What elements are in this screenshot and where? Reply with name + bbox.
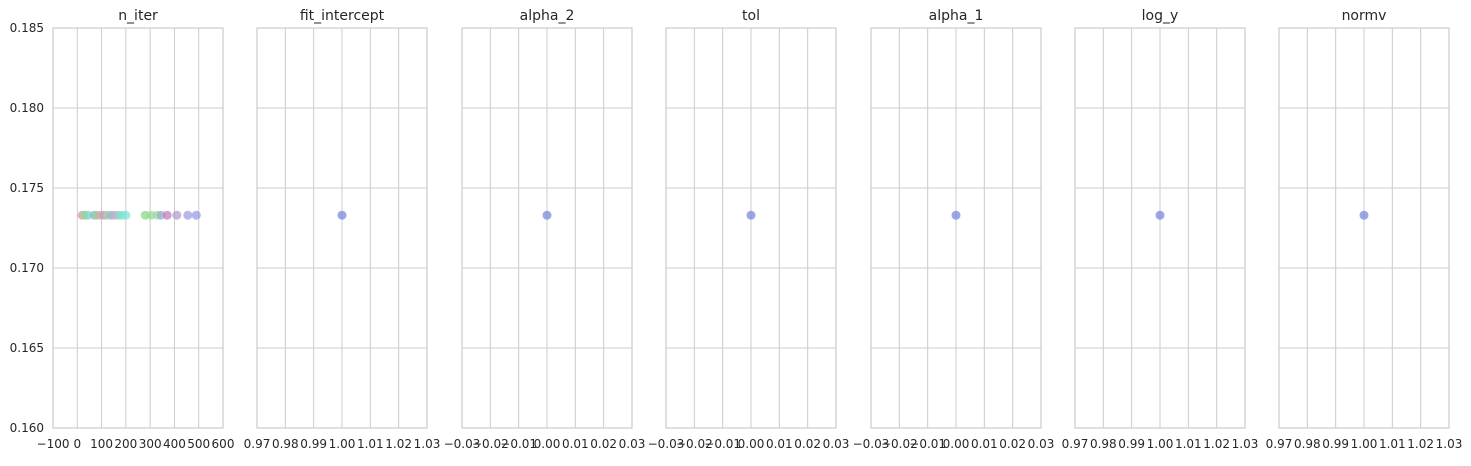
x-tick-label: −0.02 bbox=[472, 437, 509, 451]
x-tick-label: 1.03 bbox=[414, 437, 441, 451]
subplot-alpha-1: alpha_1 −0.03−0.02−0.010.00 0.01 0.02 0.03 bbox=[853, 8, 1055, 451]
x-tick-label: −0.02 bbox=[881, 437, 918, 451]
subplot-title: n_iter bbox=[118, 8, 158, 24]
x-tick-label: 0.02 bbox=[590, 437, 617, 451]
x-tick-label: 0.99 bbox=[300, 437, 327, 451]
x-tick-label: 0.01 bbox=[766, 437, 793, 451]
x-tick-label: 0.03 bbox=[1028, 437, 1055, 451]
x-tick-label: 600 bbox=[212, 437, 235, 451]
x-tick-label: −0.03 bbox=[444, 437, 481, 451]
data-point bbox=[542, 210, 552, 220]
x-tick-label: 0.02 bbox=[999, 437, 1026, 451]
subplot-fit-intercept: fit_intercept 0.97 0.98 0.99 1.00 1.01 1.02 1.0… bbox=[244, 8, 441, 451]
x-tick-label: 0.97 bbox=[1266, 437, 1293, 451]
axes-frame bbox=[52, 27, 224, 429]
subplot-title: tol bbox=[742, 8, 760, 24]
x-tick-label: 1.01 bbox=[1379, 437, 1406, 451]
x-tick-label: 0.01 bbox=[562, 437, 589, 451]
x-tick-label: −0.02 bbox=[676, 437, 713, 451]
data-point bbox=[162, 210, 172, 220]
x-tick-label: 0.02 bbox=[794, 437, 821, 451]
subplot-alpha-2: alpha_2 −0.03−0.02−0.010.00 0.01 0.02 0.03 bbox=[444, 8, 646, 451]
x-tick-label: 0.97 bbox=[1062, 437, 1089, 451]
x-tick-label: −100 bbox=[37, 437, 70, 451]
subplot-title: normv bbox=[1342, 8, 1387, 24]
x-tick-label: 1.00 bbox=[1351, 437, 1378, 451]
axes-frame bbox=[256, 27, 428, 429]
x-tick-label: 0.00 bbox=[943, 437, 970, 451]
x-tick-label: 0.03 bbox=[823, 437, 850, 451]
x-tick-label: 100 bbox=[90, 437, 113, 451]
x-tick-label: 1.00 bbox=[329, 437, 356, 451]
x-tick-label: −0.01 bbox=[500, 437, 537, 451]
x-tick-label: 0.01 bbox=[971, 437, 998, 451]
x-tick-label: −0.01 bbox=[704, 437, 741, 451]
data-point bbox=[1359, 210, 1369, 220]
y-tick-label: 0.180 bbox=[10, 101, 44, 115]
x-tick-label: 1.00 bbox=[1147, 437, 1174, 451]
x-tick-label: −0.03 bbox=[648, 437, 685, 451]
y-tick-label: 0.185 bbox=[10, 21, 44, 35]
subplot-log-y: log_y 0.97 0.98 0.99 1.00 1.01 1.02 1.03 bbox=[1062, 8, 1259, 451]
x-tick-label: 0 bbox=[73, 437, 81, 451]
axes-frame bbox=[1074, 27, 1246, 429]
y-tick-label: 0.175 bbox=[10, 181, 44, 195]
x-tick-label: −0.03 bbox=[853, 437, 890, 451]
x-tick-label: 0.97 bbox=[244, 437, 271, 451]
subplot-title: log_y bbox=[1142, 8, 1179, 24]
y-tick-label: 0.165 bbox=[10, 341, 44, 355]
data-point bbox=[746, 210, 756, 220]
x-tick-label: 0.98 bbox=[1294, 437, 1321, 451]
x-tick-label: 0.99 bbox=[1118, 437, 1145, 451]
x-tick-label: 0.98 bbox=[272, 437, 299, 451]
x-tick-label: 1.01 bbox=[1175, 437, 1202, 451]
subplot-tol: tol −0.03−0.02−0.010.00 0.01 0.02 0.03 bbox=[648, 8, 850, 451]
x-tick-label: 500 bbox=[187, 437, 210, 451]
axes-frame bbox=[461, 27, 633, 429]
data-point bbox=[121, 210, 131, 220]
data-point bbox=[172, 210, 182, 220]
axes-frame bbox=[870, 27, 1042, 429]
x-tick-label: 300 bbox=[139, 437, 162, 451]
x-tick-label: 1.03 bbox=[1436, 437, 1463, 451]
y-tick-label: 0.170 bbox=[10, 261, 44, 275]
x-tick-label: 1.02 bbox=[1407, 437, 1434, 451]
subplot-n-iter: n_iter −100 0 100 200 300 400 500 600 0.160 0.165 0… bbox=[10, 8, 235, 451]
x-tick-label: 0.99 bbox=[1322, 437, 1349, 451]
data-point bbox=[337, 210, 347, 220]
axes-frame bbox=[1278, 27, 1450, 429]
x-tick-label: 1.01 bbox=[357, 437, 384, 451]
data-point bbox=[951, 210, 961, 220]
x-tick-label: 400 bbox=[163, 437, 186, 451]
x-tick-label: 1.03 bbox=[1232, 437, 1259, 451]
data-point bbox=[183, 210, 193, 220]
x-tick-label: 0.03 bbox=[619, 437, 646, 451]
subplot-title: fit_intercept bbox=[300, 8, 385, 24]
x-tick-label: 1.02 bbox=[385, 437, 412, 451]
subplot-title: alpha_2 bbox=[520, 8, 575, 24]
x-tick-label: 0.98 bbox=[1090, 437, 1117, 451]
axes-frame bbox=[665, 27, 837, 429]
data-point bbox=[1155, 210, 1165, 220]
x-tick-label: 1.02 bbox=[1203, 437, 1230, 451]
x-tick-label: 200 bbox=[114, 437, 137, 451]
subplot-normv: normv 0.97 0.98 0.99 1.00 1.01 1.02 1.03 bbox=[1266, 8, 1463, 451]
x-tick-label: 0.00 bbox=[738, 437, 765, 451]
x-tick-label: −0.01 bbox=[909, 437, 946, 451]
data-point bbox=[191, 210, 201, 220]
y-tick-label: 0.160 bbox=[10, 421, 44, 435]
subplot-title: alpha_1 bbox=[929, 8, 984, 24]
x-tick-label: 0.00 bbox=[534, 437, 561, 451]
